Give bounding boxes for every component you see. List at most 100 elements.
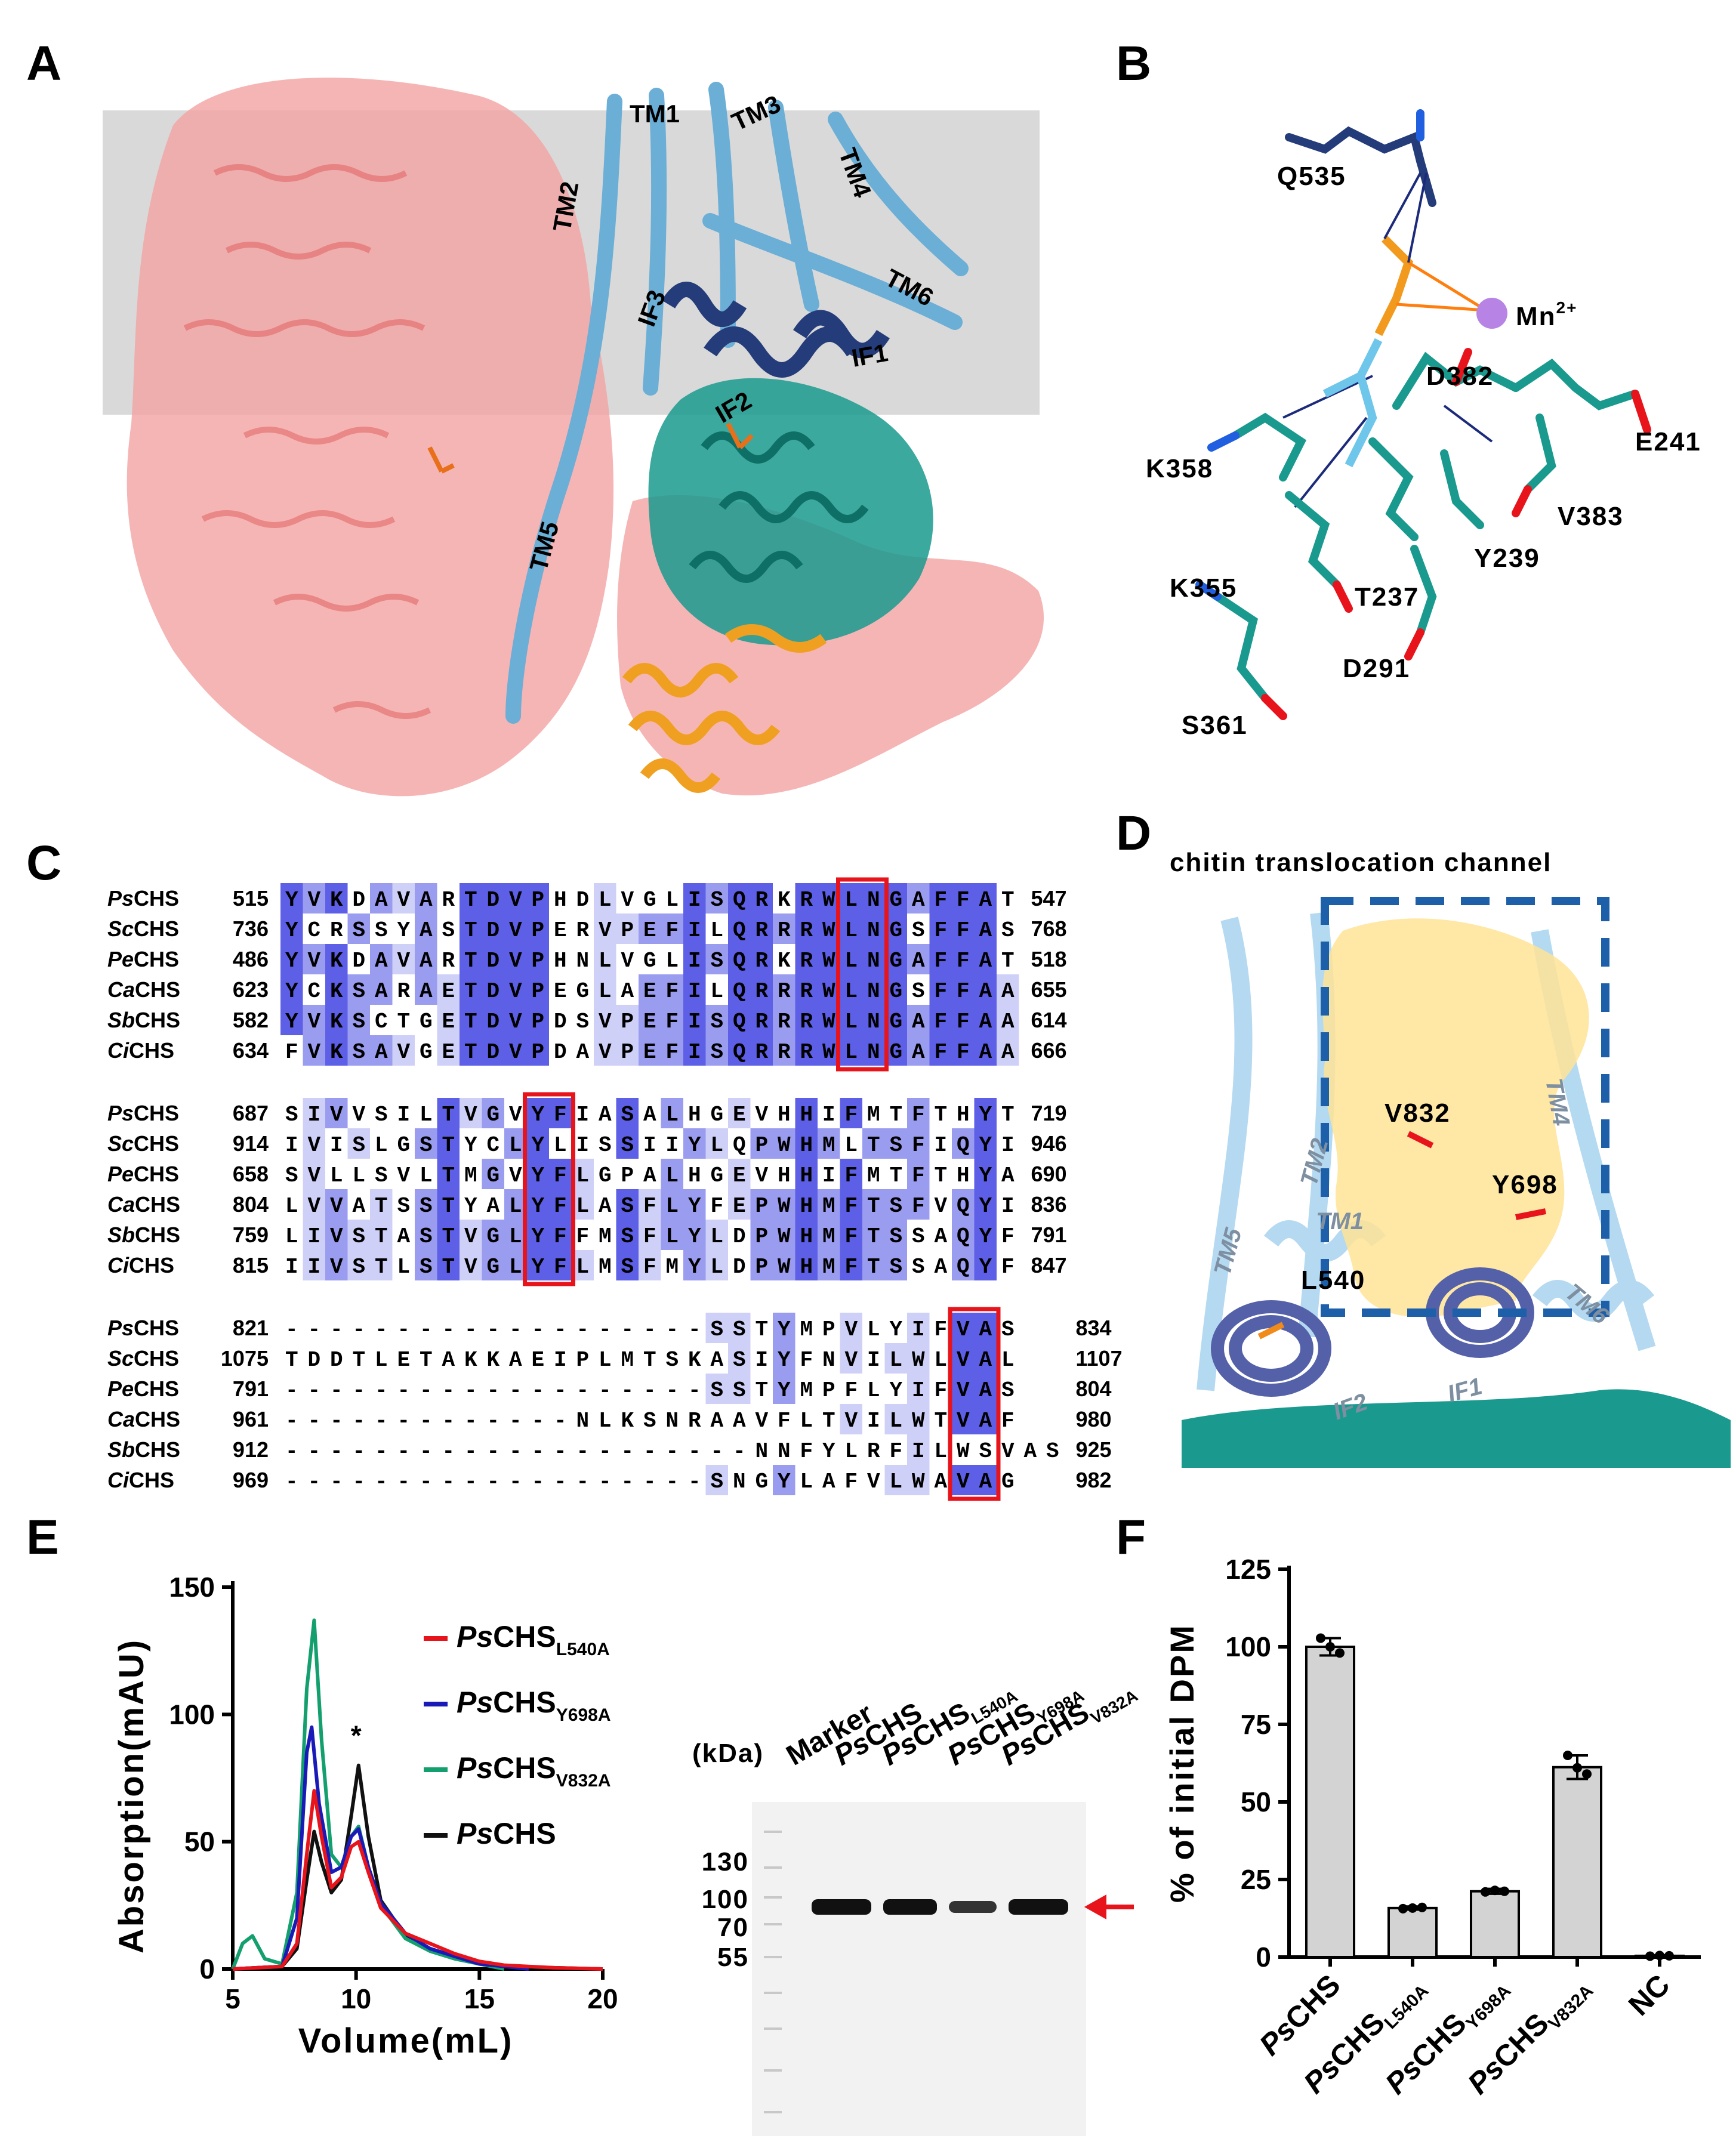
legend-label: PsCHSV832A <box>457 1751 610 1791</box>
residue-label: V832 <box>1385 1098 1451 1128</box>
alignment-cell <box>795 1250 818 1280</box>
sds-page-gel: (kDa) MarkerPsCHSPsCHSL540APsCHSY698APsC… <box>692 1686 1141 2136</box>
alignment-residue: F <box>643 1194 656 1218</box>
alignment-cell <box>594 913 616 944</box>
alignment-residue: S <box>665 1348 679 1372</box>
alignment-residue: P <box>531 918 544 943</box>
alignment-residue: L <box>375 1133 388 1158</box>
alignment-residue: V <box>330 1194 343 1218</box>
alignment-cell <box>728 883 751 913</box>
alignment-cell <box>683 1220 706 1250</box>
alignment-residue: Y <box>464 1194 477 1218</box>
alignment-residue: Y <box>778 1470 791 1494</box>
start-position: 687 <box>233 1101 269 1125</box>
alignment-residue: S <box>710 1378 723 1403</box>
alignment-residue: Q <box>957 1255 970 1279</box>
alignment-residue: M <box>822 1224 835 1249</box>
alignment-residue: I <box>307 1103 320 1127</box>
alignment-residue: Y <box>778 1317 791 1342</box>
alignment-residue: S <box>621 1194 634 1218</box>
alignment-cell <box>415 1128 437 1159</box>
alignment-cell <box>728 913 751 944</box>
alignment-residue: L <box>844 949 858 973</box>
alignment-residue: - <box>420 1439 433 1464</box>
alignment-cell <box>862 1250 885 1280</box>
alignment-residue: L <box>844 888 858 912</box>
alignment-residue: R <box>778 1010 791 1034</box>
alignment-residue: G <box>643 949 656 973</box>
alignment-residue: G <box>599 1164 612 1188</box>
alignment-residue: T <box>822 1409 835 1433</box>
alignment-residue: - <box>307 1409 320 1433</box>
residue-label: Y239 <box>1474 544 1540 573</box>
mn-ion <box>1476 298 1507 329</box>
alignment-residue: - <box>688 1378 701 1403</box>
alignment-residue: Q <box>957 1133 970 1158</box>
alignment-residue: A <box>822 1470 835 1494</box>
alignment-residue: L <box>599 979 612 1004</box>
alignment-residue: W <box>822 1040 835 1064</box>
alignment-cell <box>840 1313 862 1343</box>
alignment-residue: D <box>486 1010 499 1034</box>
alignment-residue: K <box>778 888 791 912</box>
alignment-residue: - <box>621 1378 634 1403</box>
start-position: 515 <box>233 886 269 911</box>
alignment-residue: T <box>867 1133 880 1158</box>
x-axis-label: Volume(mL) <box>298 2022 514 2060</box>
alignment-cell <box>773 1374 795 1404</box>
alignment-residue: - <box>464 1470 477 1494</box>
alignment-residue: A <box>934 1255 947 1279</box>
alignment-residue: V <box>330 1255 343 1279</box>
highlight-box <box>836 877 889 1072</box>
alignment-residue: - <box>285 1409 298 1433</box>
alignment-cell <box>370 1250 393 1280</box>
alignment-residue: - <box>420 1409 433 1433</box>
residue-label: S361 <box>1182 711 1248 740</box>
end-position: 666 <box>1031 1038 1067 1063</box>
alignment-residue: H <box>778 1103 791 1127</box>
alignment-residue: F <box>554 1164 567 1188</box>
alignment-residue: T <box>643 1348 656 1372</box>
alignment-residue: R <box>755 949 768 973</box>
alignment-residue: - <box>352 1470 365 1494</box>
alignment-cell <box>437 1189 460 1220</box>
data-point <box>1582 1769 1592 1779</box>
alignment-residue: K <box>778 949 791 973</box>
alignment-residue: - <box>509 1409 522 1433</box>
alignment-residue: Y <box>688 1133 701 1158</box>
alignment-cell <box>303 1128 325 1159</box>
alignment-residue: L <box>509 1133 522 1158</box>
alignment-residue: Y <box>285 949 298 973</box>
residue-sticks <box>1257 1322 1285 1340</box>
alignment-residue: S <box>912 1224 925 1249</box>
alignment-cell <box>773 974 795 1005</box>
alignment-residue: C <box>486 1133 499 1158</box>
alignment-residue: F <box>844 1103 858 1127</box>
alignment-residue: L <box>599 949 612 973</box>
alignment-cell <box>482 883 504 913</box>
alignment-residue: I <box>912 1439 925 1464</box>
alignment-residue: I <box>307 1255 320 1279</box>
alignment-residue: P <box>531 1010 544 1034</box>
marker-label: 55 <box>717 1943 749 1972</box>
alignment-cell <box>750 1005 773 1035</box>
alignment-residue: R <box>330 918 343 943</box>
alignment-residue: G <box>889 949 902 973</box>
alignment-residue: L <box>420 1103 433 1127</box>
alignment-residue: N <box>867 1040 880 1064</box>
alignment-residue: D <box>352 888 365 912</box>
alignment-cell <box>750 1035 773 1066</box>
alignment-residue: F <box>934 979 947 1004</box>
alignment-cell <box>884 1128 907 1159</box>
alignment-cell <box>639 1220 661 1250</box>
alignment-residue: F <box>1001 1224 1015 1249</box>
alignment-residue: F <box>1001 1409 1015 1433</box>
alignment-residue: S <box>643 1409 656 1433</box>
alignment-residue: M <box>800 1378 813 1403</box>
alignment-cell <box>795 1035 818 1066</box>
alignment-cell <box>974 1098 997 1128</box>
alignment-residue: - <box>733 1439 746 1464</box>
alignment-residue: L <box>844 1133 858 1158</box>
alignment-residue: - <box>420 1470 433 1494</box>
coordination-lines <box>1396 261 1487 312</box>
